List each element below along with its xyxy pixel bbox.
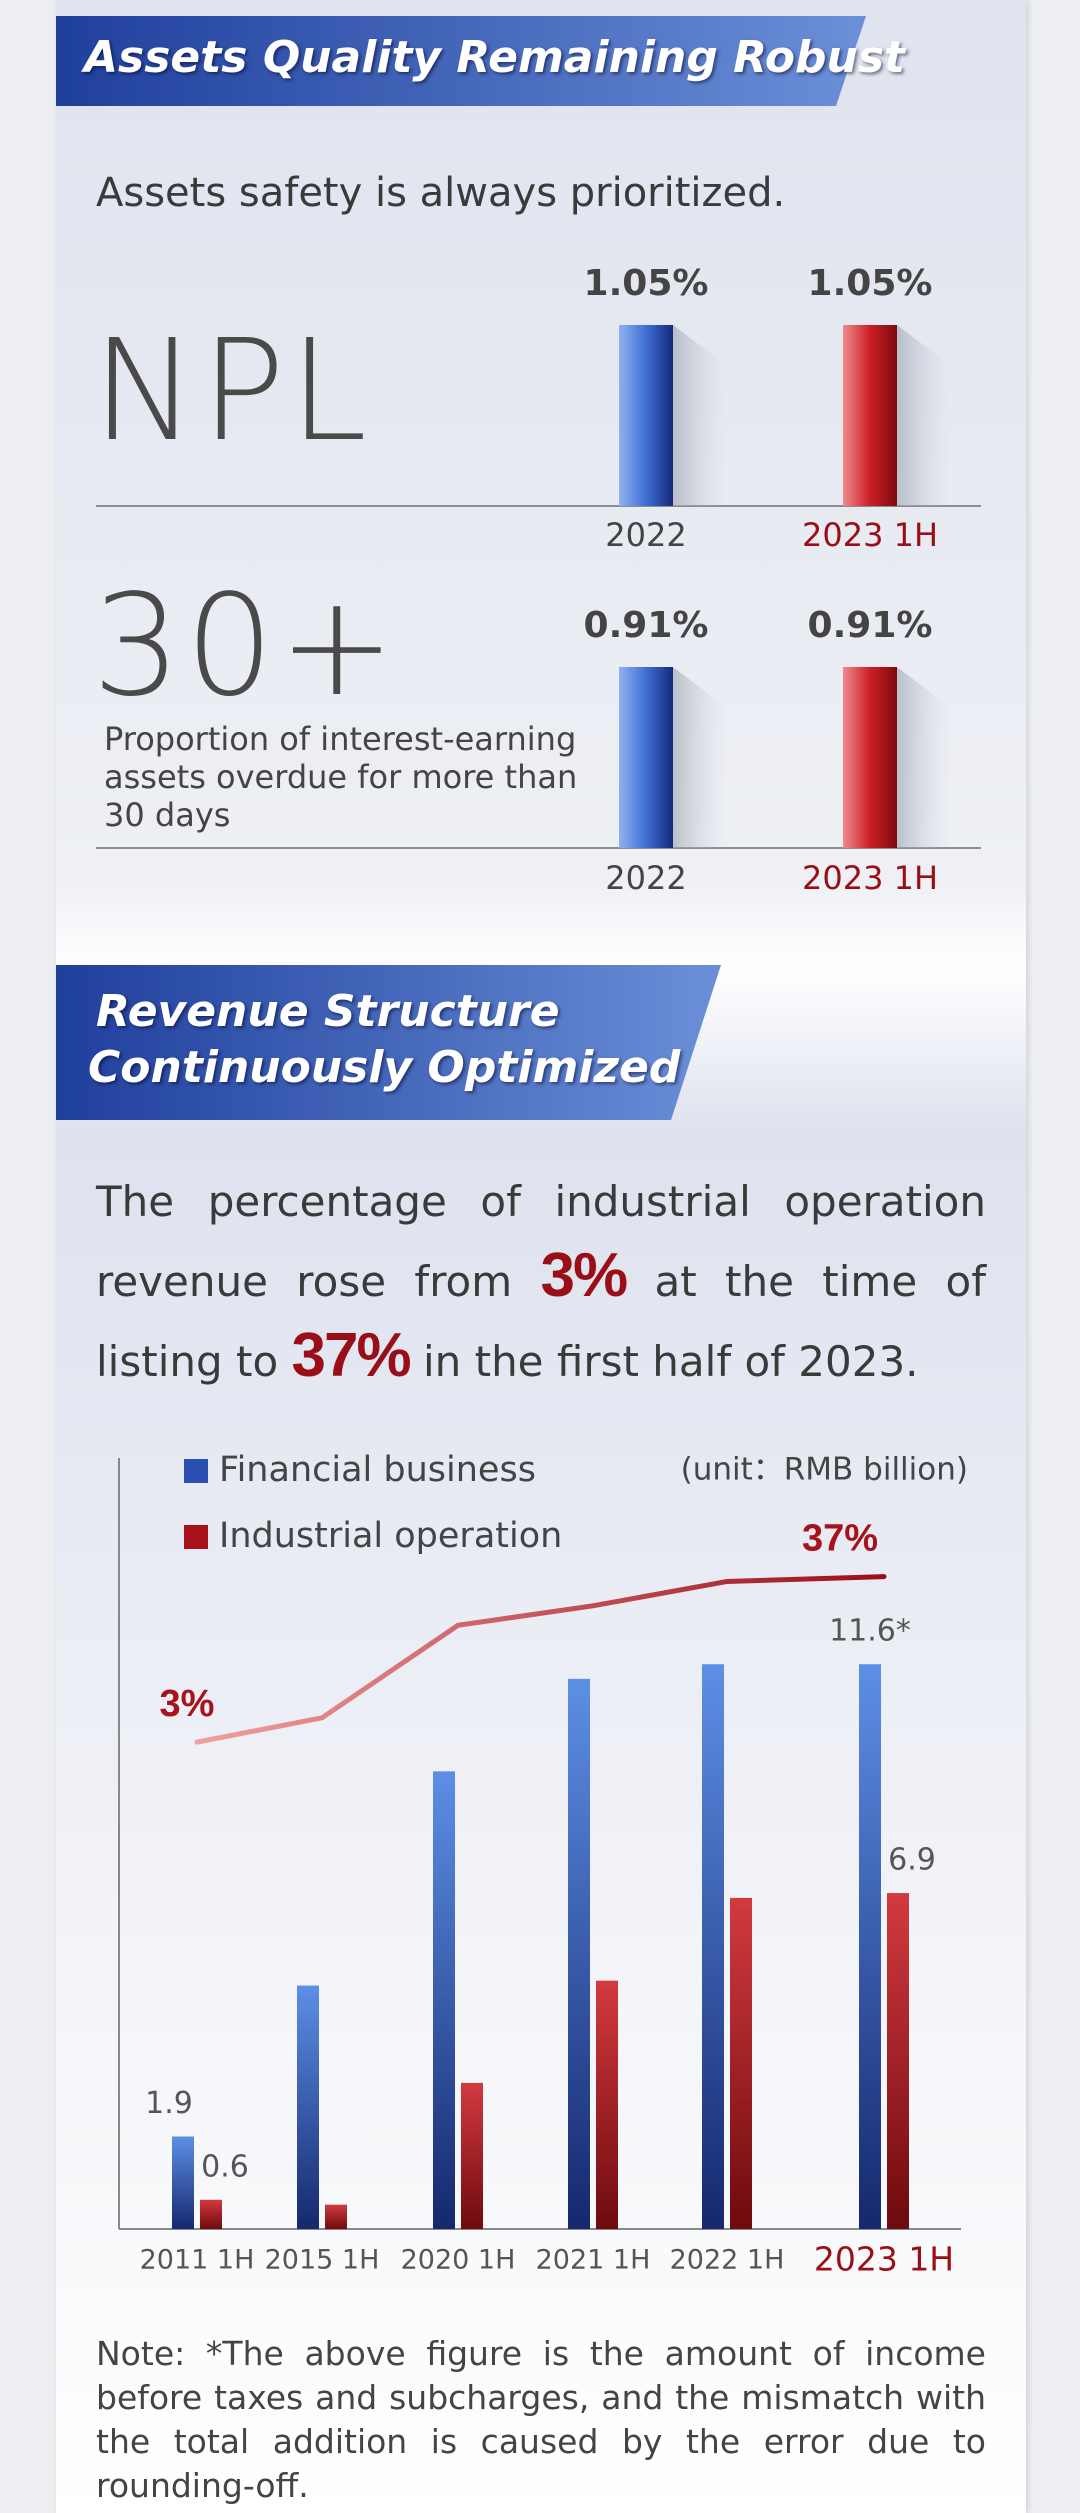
x-tick-label: 2023 1H — [814, 2240, 954, 2279]
value-label: 0.6 — [201, 2149, 249, 2184]
bar — [887, 1893, 909, 2229]
bar — [619, 325, 673, 506]
category-label: 2023 1H — [802, 859, 938, 897]
legend-label: Financial business — [219, 1450, 536, 1490]
paragraph: The percentage of industrial operation r… — [96, 1165, 986, 1399]
bar — [568, 1678, 590, 2229]
x-tick-label: 2022 1H — [670, 2245, 785, 2276]
x-tick-label: 2020 1H — [401, 2245, 516, 2276]
bar — [200, 2199, 222, 2229]
text: in the first half of 2023. — [409, 1337, 919, 1386]
legend-swatch — [184, 1459, 208, 1483]
subtitle: Assets safety is always prioritized. — [96, 170, 786, 216]
bar — [596, 1980, 618, 2229]
bar — [843, 667, 897, 848]
bar — [297, 1985, 319, 2229]
bar-shadow — [897, 667, 950, 848]
banner — [56, 16, 866, 106]
x-tick-label: 2021 1H — [536, 2245, 651, 2276]
value-label: 1.9 — [145, 2086, 193, 2121]
overdue-label: 30+ — [92, 565, 400, 728]
banner — [56, 965, 721, 1120]
bar — [702, 1664, 724, 2229]
bar-shadow — [897, 325, 950, 506]
bar — [843, 325, 897, 506]
line-label: 3% — [160, 1683, 215, 1725]
note: Note: *The above figure is the amount of… — [96, 2334, 986, 2505]
bar — [433, 1771, 455, 2229]
value-label: 1.05% — [584, 263, 709, 304]
text: The percentage of industrial operation r… — [96, 1177, 986, 1306]
overdue-description: Proportion of interest-earning assets ov… — [104, 720, 578, 834]
bar — [859, 1664, 881, 2229]
bar — [461, 2082, 483, 2229]
section-title: Assets Quality Remaining Robust — [84, 32, 906, 83]
bar-shadow — [673, 325, 726, 506]
unit-label: (unit：RMB billion) — [681, 1452, 968, 1488]
npl-label: NPL — [92, 310, 372, 473]
value-label: 6.9 — [888, 1843, 936, 1878]
bar-shadow — [673, 667, 726, 848]
section-title: Revenue Structure — [96, 986, 560, 1037]
value-label: 0.91% — [808, 605, 933, 646]
value-label: 0.91% — [584, 605, 709, 646]
category-label: 2022 — [605, 859, 686, 897]
category-label: 2023 1H — [802, 516, 938, 554]
x-tick-label: 2015 1H — [265, 2245, 380, 2276]
legend-swatch — [184, 1525, 208, 1549]
section-title: Continuously Optimized — [88, 1042, 681, 1093]
highlight: 37% — [291, 1321, 412, 1390]
text: at the time of listing to — [96, 1257, 986, 1386]
legend-label: Industrial operation — [219, 1516, 562, 1556]
bar — [619, 667, 673, 848]
category-label: 2022 — [605, 516, 686, 554]
x-tick-label: 2011 1H — [140, 2245, 255, 2276]
value-label: 1.05% — [808, 263, 933, 304]
bar — [325, 2204, 347, 2229]
bar — [172, 2136, 194, 2229]
line-label: 37% — [802, 1518, 878, 1560]
share-line — [194, 1574, 887, 1745]
highlight: 3% — [540, 1241, 629, 1310]
value-label: 11.6* — [829, 1614, 911, 1649]
bar — [730, 1897, 752, 2229]
